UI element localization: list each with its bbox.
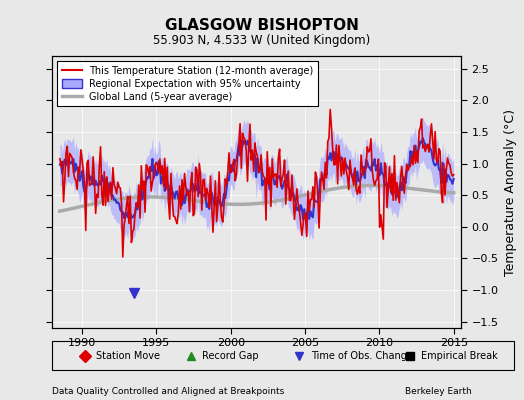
Text: Data Quality Controlled and Aligned at Breakpoints: Data Quality Controlled and Aligned at B… <box>52 387 285 396</box>
Text: Record Gap: Record Gap <box>202 350 259 361</box>
Text: GLASGOW BISHOPTON: GLASGOW BISHOPTON <box>165 18 359 33</box>
Text: Empirical Break: Empirical Break <box>421 350 498 361</box>
Y-axis label: Temperature Anomaly (°C): Temperature Anomaly (°C) <box>504 108 517 276</box>
Text: Berkeley Earth: Berkeley Earth <box>405 387 472 396</box>
Legend: This Temperature Station (12-month average), Regional Expectation with 95% uncer: This Temperature Station (12-month avera… <box>57 61 319 106</box>
Text: Station Move: Station Move <box>96 350 160 361</box>
Text: Time of Obs. Change: Time of Obs. Change <box>311 350 412 361</box>
Text: 55.903 N, 4.533 W (United Kingdom): 55.903 N, 4.533 W (United Kingdom) <box>154 34 370 47</box>
